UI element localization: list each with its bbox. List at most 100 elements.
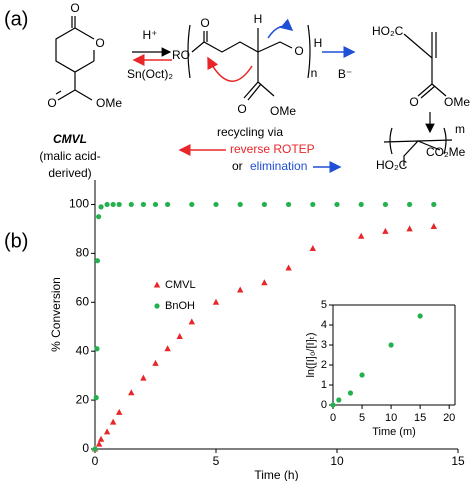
point: [96, 214, 102, 220]
x-tick-label: 20: [443, 412, 455, 424]
legend-marker: [153, 281, 161, 288]
point: [116, 408, 123, 415]
y-tick-label: 3: [321, 339, 327, 351]
point: [116, 201, 122, 208]
point: [176, 333, 183, 340]
panel-label: (a): [4, 8, 28, 30]
y-tick-label: 60: [76, 294, 90, 308]
point: [164, 345, 171, 352]
point: [109, 418, 117, 425]
caption: reverse ROTEP: [230, 142, 315, 156]
alkene-structure: [403, 32, 447, 99]
x-tick-label: 10: [385, 412, 397, 424]
point: [336, 397, 342, 403]
y-tick-label: 40: [76, 343, 90, 357]
point: [98, 204, 104, 210]
y-tick-label: 5: [321, 299, 327, 311]
y-axis-label: ln([I]₀/[I]ₜ): [305, 332, 317, 377]
x-tick-label: 5: [359, 412, 365, 424]
atom: OMe: [444, 95, 470, 109]
point: [212, 298, 220, 305]
point: [140, 374, 147, 381]
y-tick-label: 2: [321, 359, 327, 371]
atom: O: [95, 36, 104, 50]
point: [128, 389, 135, 396]
atom: OMe: [270, 104, 296, 118]
monomer-note: derived): [48, 166, 91, 180]
point: [94, 346, 100, 352]
scheme: (a) O O O OMe CMVL (malic acid- derived)…: [4, 1, 470, 180]
point: [359, 372, 365, 378]
y-tick-label: 80: [76, 246, 90, 260]
point: [92, 446, 98, 452]
point: [431, 201, 437, 208]
point: [430, 222, 437, 229]
point: [237, 201, 243, 208]
point: [97, 435, 105, 442]
point: [152, 359, 159, 366]
caption: or: [232, 159, 243, 173]
point: [382, 201, 388, 208]
caption: recycling via: [217, 125, 283, 139]
atom: O: [200, 16, 209, 30]
point: [103, 428, 111, 435]
y-tick-label: 0: [321, 399, 327, 411]
legend-label: CMVL: [165, 279, 196, 291]
atom: RO: [172, 48, 190, 62]
atom: O: [294, 44, 303, 58]
point: [188, 318, 195, 325]
y-tick-label: 0: [82, 441, 89, 455]
point: [388, 342, 394, 348]
point: [94, 258, 101, 264]
x-axis-label: Time (h): [254, 468, 298, 481]
caption: elimination: [250, 159, 307, 173]
monomer-note: (malic acid-: [39, 149, 100, 163]
point: [165, 201, 171, 208]
reagent: H⁺: [143, 28, 158, 42]
x-tick-label: 15: [451, 454, 465, 468]
point: [104, 201, 110, 208]
point: [93, 395, 99, 401]
point: [347, 390, 354, 396]
point: [189, 201, 195, 208]
y-tick-label: 1: [321, 379, 327, 391]
x-tick-label: 0: [92, 454, 99, 468]
point: [358, 232, 365, 239]
point: [382, 227, 389, 234]
point: [407, 201, 413, 208]
point: [110, 201, 116, 208]
point: [140, 201, 146, 208]
point: [128, 201, 134, 208]
point: [417, 313, 423, 319]
point: [309, 244, 316, 251]
x-tick-label: 15: [414, 412, 426, 424]
x-tick-label: 5: [213, 454, 220, 468]
y-axis-label: % Conversion: [49, 277, 63, 352]
point: [286, 201, 292, 208]
vinyl-polymer-structure: [383, 127, 453, 166]
atom: O: [47, 96, 56, 110]
curved-arrow: [207, 56, 253, 82]
point: [358, 201, 364, 208]
x-axis-label: Time (m): [372, 426, 416, 438]
point: [261, 279, 268, 286]
point: [330, 402, 336, 408]
atom: HO₂C: [372, 24, 404, 38]
curved-arrow: [267, 18, 294, 39]
y-tick-label: 4: [321, 319, 327, 331]
lactone-structure: [55, 16, 95, 101]
point: [152, 201, 159, 208]
point: [261, 201, 267, 208]
atom: HO₂C: [376, 158, 408, 172]
legend-marker: [154, 303, 160, 309]
point: [310, 201, 316, 208]
atom: O: [237, 102, 246, 116]
atom: O: [70, 1, 79, 15]
point: [334, 201, 340, 208]
legend-label: BnOH: [165, 300, 195, 312]
x-tick-label: 0: [330, 412, 336, 424]
polymer-structure: [187, 24, 311, 101]
y-tick-label: 20: [76, 392, 90, 406]
atom: H: [254, 12, 263, 26]
